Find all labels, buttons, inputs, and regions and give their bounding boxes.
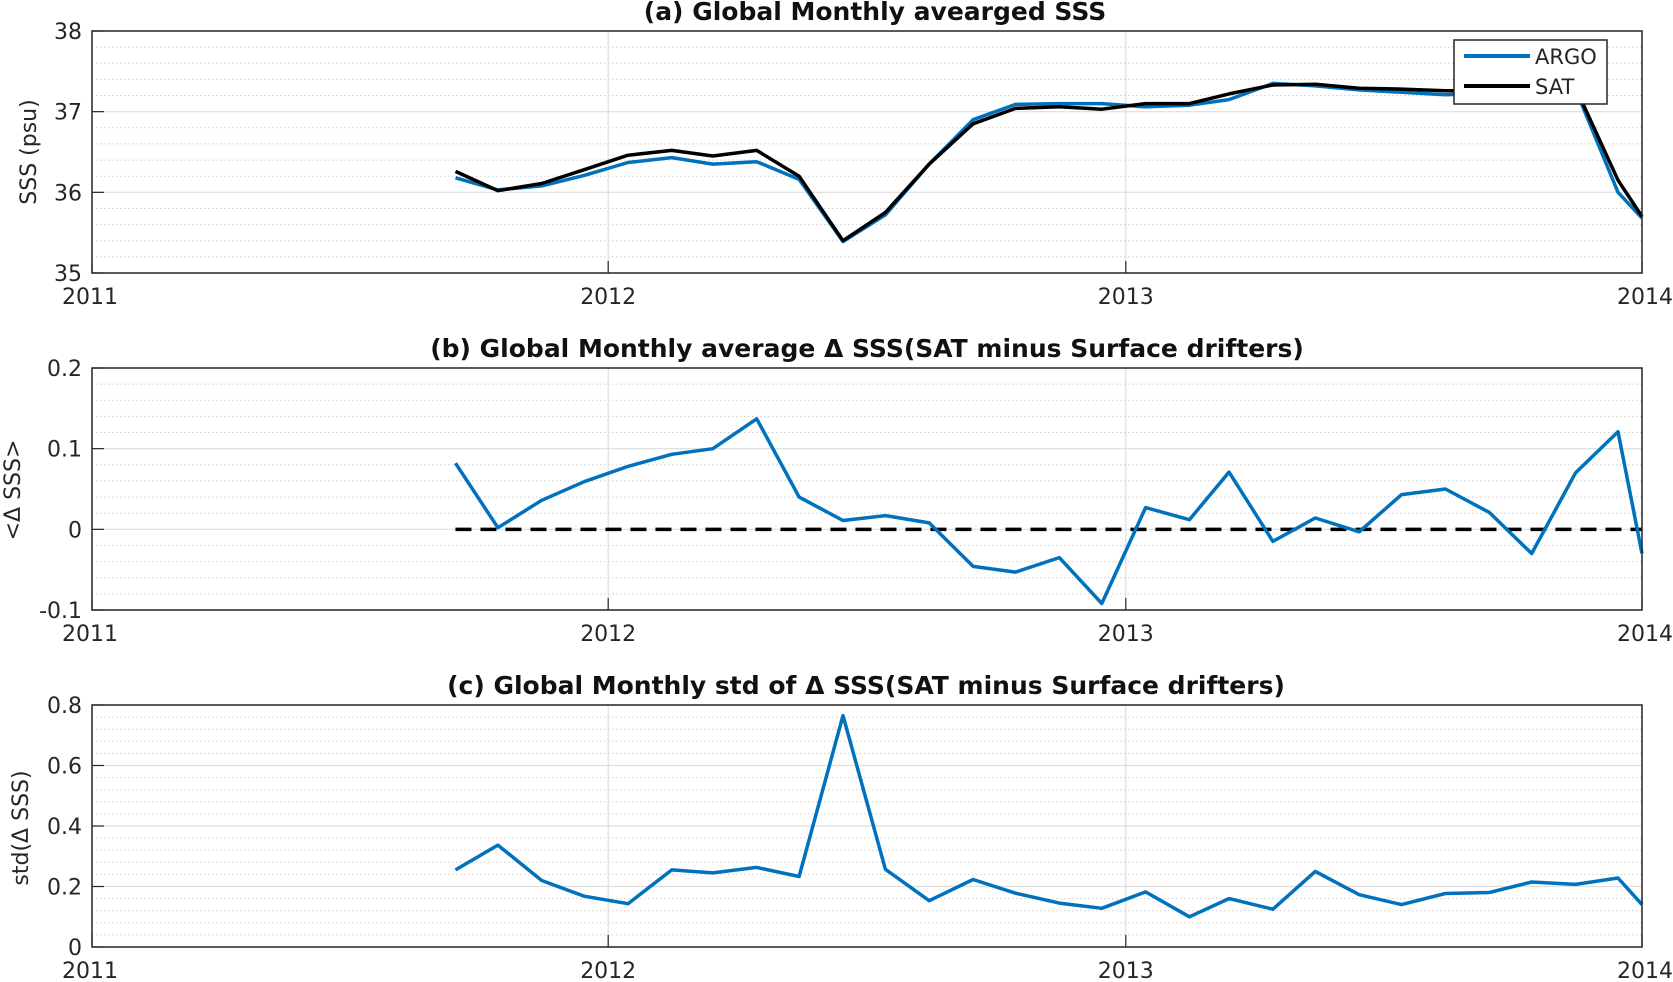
panel-b-y-tick-label: 0.1 [47,438,82,463]
panel-c-x-tick-label: 2014 [1617,959,1673,982]
panel-c-x-tick-label: 2012 [580,959,636,982]
panel-c-plot: 0 0.2 0.4 0.6 0.8 2011 2012 2013 2014 [47,694,1673,982]
panel-c: (c) Global Monthly std of Δ SSS(SAT minu… [9,671,1673,982]
panel-a-y-tick-label: 37 [54,101,82,126]
panel-b-axes-box [91,367,1643,611]
panel-a-y-tick-label: 35 [54,262,82,287]
panel-c-y-tick-label: 0.2 [47,876,82,901]
panel-b-plot-area [92,368,1642,610]
panel-b-series-1-line [454,417,1644,606]
panel-a-plot-area [92,31,1642,273]
panel-a-title: (a) Global Monthly avearged SSS [644,0,1106,26]
panel-b-x-tick-label: 2012 [580,622,636,647]
panel-a-ylabel: SSS (psu) [17,99,42,204]
panel-c-y-tick-label: 0.4 [47,815,82,840]
panel-b-y-tick-label: -0.1 [39,599,82,624]
panel-b-x-tick-label: 2014 [1617,622,1673,647]
panel-c-title: (c) Global Monthly std of Δ SSS(SAT minu… [447,671,1285,700]
panel-a-x-tick-label: 2014 [1617,285,1673,310]
panel-b-x-tick-label: 2011 [62,622,118,647]
panel-b-y-tick-label: 0.2 [47,357,82,382]
panel-a: (a) Global Monthly avearged SSS SSS (psu… [17,0,1673,310]
panel-b-title: (b) Global Monthly average Δ SSS(SAT min… [430,334,1304,363]
panel-b-y-tick-label: 0 [68,518,82,543]
panel-b: (b) Global Monthly average Δ SSS(SAT min… [1,334,1673,647]
panel-c-x-tick-label: 2011 [62,959,118,982]
panel-a-axes-box [91,30,1643,274]
panel-b-plot: -0.1 0 0.1 0.2 2011 2012 2013 2014 [39,357,1673,647]
panel-b-x-tick-label: 2013 [1098,622,1154,647]
panel-a-y-tick-label: 36 [54,181,82,206]
legend-label-sat: SAT [1535,75,1574,99]
panel-a-x-tick-label: 2012 [580,285,636,310]
panel-c-x-tick-label: 2013 [1098,959,1154,982]
panel-a-plot: 35 36 37 38 2011 2012 2013 2014 [54,20,1673,310]
legend-box [1453,39,1608,105]
panel-c-ylabel: std(Δ SSS) [9,770,34,885]
panel-a-x-tick-label: 2013 [1098,285,1154,310]
panel-c-series-1-line [454,713,1644,919]
legend: ARGO SAT [1453,39,1608,105]
panel-c-y-tick-label: 0.8 [47,694,82,719]
panel-c-y-tick-label: 0.6 [47,755,82,780]
panel-a-x-tick-label: 2011 [62,285,118,310]
panel-a-y-tick-label: 38 [54,20,82,45]
panel-c-y-tick-label: 0 [68,936,82,961]
legend-label-argo: ARGO [1535,45,1597,69]
panel-b-ylabel: <Δ SSS> [1,440,26,541]
